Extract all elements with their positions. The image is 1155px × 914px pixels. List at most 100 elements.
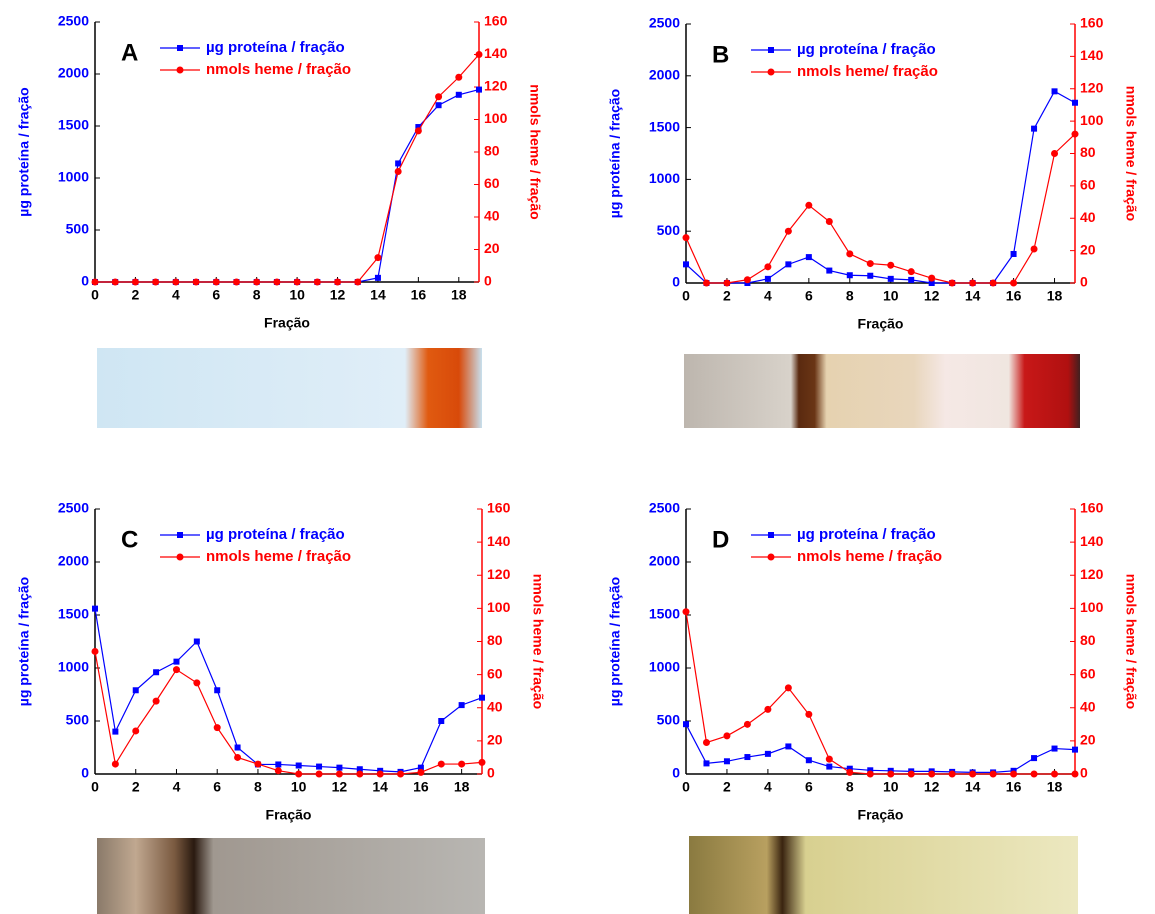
- data-point: [683, 721, 689, 728]
- y-tick-label: 500: [66, 221, 90, 237]
- data-point: [435, 93, 443, 101]
- data-point: [825, 217, 833, 225]
- y-tick-label: 2000: [58, 65, 89, 81]
- series-line: [685, 90, 1076, 284]
- data-point: [234, 744, 241, 751]
- legend-label: nmols heme / fração: [206, 61, 351, 78]
- x-tick-label: 4: [173, 779, 181, 795]
- data-point: [437, 760, 445, 768]
- legend-marker: [768, 47, 774, 53]
- data-point: [458, 702, 465, 709]
- y2-tick-label: 40: [487, 698, 503, 714]
- data-point: [907, 268, 915, 276]
- data-point: [152, 697, 160, 705]
- series-line: [95, 89, 480, 283]
- data-point: [1030, 770, 1038, 778]
- data-point: [702, 279, 710, 287]
- y-tick-label: 2000: [649, 67, 680, 83]
- data-point: [887, 770, 895, 778]
- y-tick-label: 1000: [58, 169, 89, 185]
- y2-tick-label: 100: [487, 599, 511, 615]
- data-point: [846, 272, 853, 279]
- x-tick-label: 10: [883, 288, 899, 304]
- y2-tick-label: 20: [484, 240, 500, 256]
- data-point: [414, 127, 422, 135]
- x-tick-label: 0: [682, 288, 690, 304]
- data-point: [928, 280, 935, 286]
- legend-marker: [767, 553, 775, 561]
- data-point: [295, 762, 302, 769]
- data-point: [1031, 755, 1038, 762]
- x-axis-label: Fração: [264, 315, 310, 331]
- data-point: [785, 261, 792, 268]
- data-point: [435, 102, 442, 109]
- series-line: [685, 133, 1076, 284]
- y2-axis-label: nmols heme / fração: [1123, 86, 1139, 221]
- y-tick-label: 2000: [58, 553, 89, 569]
- data-point: [173, 658, 180, 665]
- y-axis-label: µg proteína / fração: [607, 89, 623, 218]
- data-point: [293, 278, 301, 286]
- y2-tick-label: 20: [1080, 732, 1096, 748]
- data-point: [825, 755, 833, 763]
- data-point: [417, 768, 425, 776]
- panel-label: C: [121, 526, 138, 553]
- data-point: [1051, 150, 1059, 157]
- data-point: [394, 168, 402, 175]
- tube-photo: [689, 836, 1078, 914]
- data-point: [887, 275, 894, 282]
- data-point: [192, 278, 200, 286]
- tube-photo: [684, 354, 1080, 428]
- legend-marker: [177, 532, 183, 538]
- y-tick-label: 2500: [58, 500, 89, 516]
- panel-label: B: [712, 41, 729, 68]
- tube-photo: [97, 838, 485, 914]
- y2-tick-label: 160: [487, 500, 511, 516]
- data-point: [316, 763, 323, 770]
- series-line: [94, 651, 483, 775]
- data-point: [313, 278, 321, 286]
- panel-label: D: [712, 526, 729, 553]
- y2-tick-label: 140: [484, 45, 508, 61]
- data-point: [374, 274, 381, 281]
- x-axis-label: Fração: [858, 807, 904, 823]
- data-point: [234, 753, 242, 761]
- data-point: [826, 763, 833, 770]
- y2-axis-label: nmols heme / fração: [530, 574, 546, 709]
- data-point: [315, 770, 323, 778]
- x-tick-label: 12: [332, 779, 348, 795]
- data-point: [214, 687, 221, 694]
- legend-marker: [767, 68, 775, 76]
- data-point: [1072, 746, 1078, 753]
- y2-tick-label: 60: [1080, 177, 1096, 193]
- y2-tick-label: 0: [487, 765, 495, 781]
- y-axis-label: µg proteína / fração: [607, 577, 623, 706]
- data-point: [867, 272, 874, 279]
- x-tick-label: 4: [764, 779, 772, 795]
- y-tick-label: 500: [657, 222, 681, 238]
- data-point: [969, 770, 977, 778]
- y2-tick-label: 140: [1080, 47, 1104, 63]
- data-point: [193, 638, 200, 645]
- data-point: [254, 760, 262, 768]
- y2-tick-label: 60: [487, 665, 503, 681]
- x-tick-label: 4: [172, 287, 180, 303]
- x-tick-label: 18: [1047, 288, 1063, 304]
- x-tick-label: 0: [91, 779, 99, 795]
- y2-tick-label: 40: [1080, 698, 1096, 714]
- data-point: [948, 279, 956, 287]
- x-tick-label: 6: [805, 288, 813, 304]
- data-point: [111, 760, 119, 768]
- y-tick-label: 500: [657, 712, 681, 728]
- y2-tick-label: 160: [1080, 15, 1104, 31]
- x-tick-label: 14: [965, 288, 981, 304]
- x-axis-label: Fração: [266, 807, 312, 823]
- x-tick-label: 18: [1047, 779, 1063, 795]
- data-point: [723, 758, 730, 765]
- y-axis-label: µg proteína / fração: [16, 577, 32, 706]
- legend-label: µg proteína / fração: [206, 39, 345, 56]
- y2-tick-label: 80: [487, 632, 503, 648]
- data-point: [928, 274, 936, 282]
- y-tick-label: 0: [81, 273, 89, 289]
